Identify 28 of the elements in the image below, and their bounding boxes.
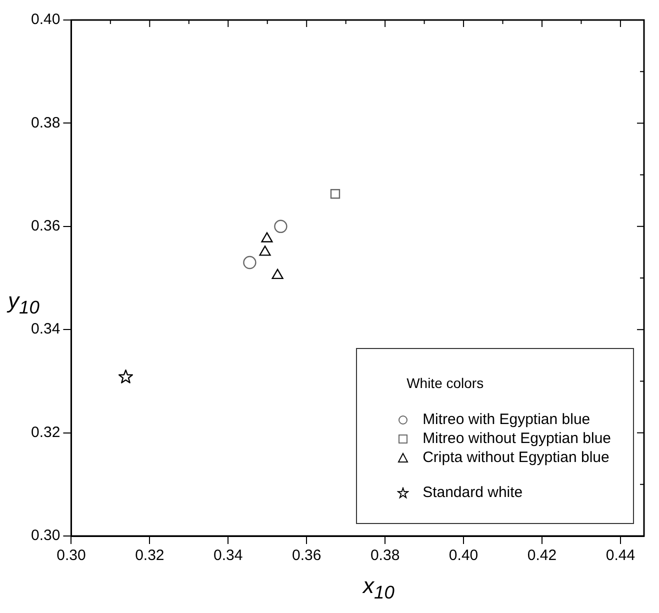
legend-label: Cripta without Egyptian blue <box>422 449 610 466</box>
x-tick-label: 0.44 <box>606 547 636 564</box>
y-tick-label: 0.30 <box>30 527 60 544</box>
y-axis-title: y$_{10}$ <box>8 288 40 318</box>
y-tick-label: 0.38 <box>30 114 60 132</box>
legend-label: Mitreo without Egyptian blue <box>422 430 611 447</box>
x-tick-label: 0.32 <box>135 547 164 564</box>
x-tick-label: 0.30 <box>56 547 86 564</box>
legend-label: Mitreo with Egyptian blue <box>422 411 590 428</box>
x-tick-label: 0.40 <box>448 547 478 564</box>
point <box>261 232 273 242</box>
x-tick-label: 0.42 <box>527 547 557 564</box>
y-tick-label: 0.32 <box>30 424 60 441</box>
x-axis-title: x$_{10}$ <box>363 573 394 604</box>
legend-label: Standard white <box>422 484 523 501</box>
y-tick-label: 0.40 <box>30 11 60 28</box>
point <box>243 256 256 270</box>
x-tick-label: 0.38 <box>370 547 400 564</box>
y-tick-label: 0.36 <box>30 218 60 235</box>
y-tick-label: 0.34 <box>30 320 60 338</box>
point <box>118 369 133 384</box>
x-tick-label: 0.34 <box>214 547 243 564</box>
legend-title: White colors <box>406 375 485 391</box>
point <box>330 189 340 199</box>
x-tick-label: 0.36 <box>292 547 322 564</box>
point <box>259 246 271 256</box>
point <box>274 220 288 233</box>
point <box>272 268 284 280</box>
